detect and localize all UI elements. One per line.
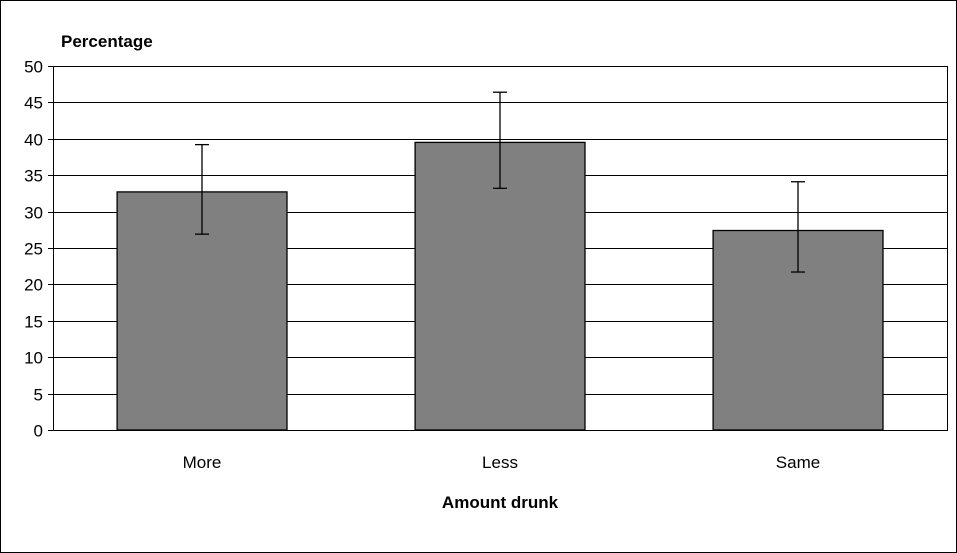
x-tick-label-same: Same [776, 453, 820, 472]
plot-area-border [53, 66, 948, 431]
y-axis-ticks: 0 5 10 15 20 25 30 35 40 45 50 [24, 58, 53, 441]
y-tick-label-40: 40 [24, 131, 43, 150]
y-tick-label-0: 0 [34, 422, 43, 441]
x-tick-label-less: Less [482, 453, 518, 472]
x-axis-title: Amount drunk [442, 493, 559, 512]
y-tick-label-35: 35 [24, 167, 43, 186]
y-tick-label-5: 5 [34, 386, 43, 405]
error-bar-more [195, 143, 209, 235]
y-tick-label-10: 10 [24, 349, 43, 368]
y-axis-title: Percentage [61, 32, 153, 51]
error-bar-same [791, 181, 805, 273]
y-tick-label-45: 45 [24, 94, 43, 113]
y-tick-label-30: 30 [24, 204, 43, 223]
x-tick-label-more: More [183, 453, 222, 472]
error-bars [195, 91, 805, 273]
y-tick-label-20: 20 [24, 276, 43, 295]
y-tick-label-15: 15 [24, 313, 43, 332]
y-tick-label-50: 50 [24, 58, 43, 77]
y-tick-label-25: 25 [24, 240, 43, 259]
x-axis-ticks: More Less Same [183, 453, 821, 472]
error-bar-less [493, 91, 507, 189]
